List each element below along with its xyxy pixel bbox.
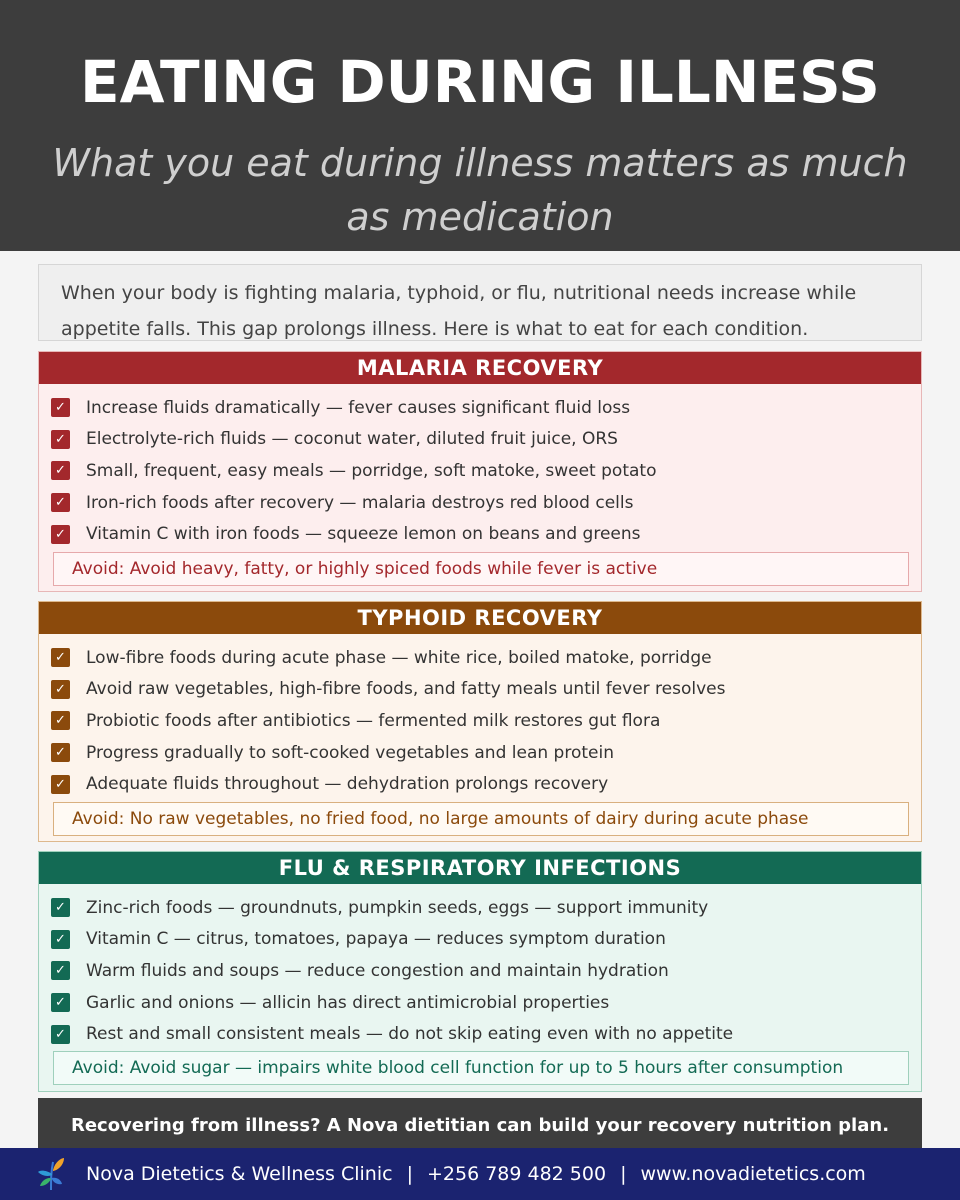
list-item: ✓ Electrolyte-rich fluids — coconut water… — [51, 424, 921, 456]
checkmark-icon: ✓ — [51, 1024, 70, 1044]
section-title: FLU & RESPIRATORY INFECTIONS — [39, 852, 921, 884]
item-text: Zinc-rich foods — groundnuts, pumpkin se… — [86, 897, 709, 918]
tips-list: ✓ Zinc-rich foods — groundnuts, pumpkin s… — [39, 884, 921, 1050]
tips-list: ✓ Low-fibre foods during acute phase — wh… — [39, 634, 921, 800]
list-item: ✓ Increase fluids dramatically — fever ca… — [51, 392, 921, 424]
checkmark-icon: ✓ — [51, 993, 70, 1013]
page-title: EATING DURING ILLNESS — [80, 48, 880, 116]
checkmark-icon: ✓ — [51, 461, 70, 481]
list-item: ✓ Small, frequent, easy meals — porridge,… — [51, 455, 921, 487]
checkmark-icon: ✓ — [51, 524, 70, 544]
section-title: MALARIA RECOVERY — [39, 352, 921, 384]
clinic-phone[interactable]: +256 789 482 500 — [426, 1163, 607, 1185]
section-malaria: MALARIA RECOVERY ✓ Increase fluids dramat… — [38, 351, 922, 592]
checkmark-icon: ✓ — [51, 398, 70, 418]
tips-list: ✓ Increase fluids dramatically — fever ca… — [39, 384, 921, 550]
footer-bar: Nova Dietetics & Wellness Clinic | +256 … — [0, 1148, 960, 1200]
checkmark-icon: ✓ — [51, 774, 70, 794]
avoid-note: Avoid: Avoid heavy, fatty, or highly spi… — [53, 552, 909, 586]
item-text: Vitamin C — citrus, tomatoes, papaya — r… — [86, 929, 666, 950]
avoid-note: Avoid: No raw vegetables, no fried food,… — [53, 802, 909, 836]
list-item: ✓ Rest and small consistent meals — do no… — [51, 1018, 921, 1050]
checkmark-icon: ✓ — [51, 929, 70, 949]
clinic-website[interactable]: www.novadietetics.com — [640, 1163, 866, 1185]
checkmark-icon: ✓ — [51, 679, 70, 699]
list-item: ✓ Garlic and onions — allicin has direct … — [51, 987, 921, 1019]
list-item: ✓ Zinc-rich foods — groundnuts, pumpkin s… — [51, 892, 921, 924]
checkmark-icon: ✓ — [51, 961, 70, 981]
item-text: Increase fluids dramatically — fever cau… — [86, 397, 631, 418]
clinic-name: Nova Dietetics & Wellness Clinic — [86, 1163, 393, 1185]
item-text: Vitamin C with iron foods — squeeze lemo… — [86, 524, 641, 545]
list-item: ✓ Adequate fluids throughout — dehydratio… — [51, 768, 921, 800]
list-item: ✓ Vitamin C — citrus, tomatoes, papaya — … — [51, 924, 921, 956]
item-text: Garlic and onions — allicin has direct a… — [86, 992, 610, 1013]
call-to-action: Recovering from illness? A Nova dietitia… — [38, 1098, 922, 1148]
item-text: Avoid raw vegetables, high-fibre foods, … — [86, 679, 726, 700]
leaf-logo-icon — [38, 1158, 64, 1191]
footer-separator: | — [620, 1163, 627, 1185]
intro-text: When your body is fighting malaria, typh… — [38, 264, 922, 341]
section-typhoid: TYPHOID RECOVERY ✓ Low-fibre foods during… — [38, 601, 922, 842]
list-item: ✓ Probiotic foods after antibiotics — fer… — [51, 705, 921, 737]
item-text: Adequate fluids throughout — dehydration… — [86, 774, 609, 795]
item-text: Rest and small consistent meals — do not… — [86, 1024, 734, 1045]
section-title: TYPHOID RECOVERY — [39, 602, 921, 634]
avoid-note: Avoid: Avoid sugar — impairs white blood… — [53, 1051, 909, 1085]
checkmark-icon: ✓ — [51, 711, 70, 731]
checkmark-icon: ✓ — [51, 898, 70, 918]
item-text: Small, frequent, easy meals — porridge, … — [86, 460, 657, 481]
checkmark-icon: ✓ — [51, 648, 70, 668]
list-item: ✓ Warm fluids and soups — reduce congesti… — [51, 955, 921, 987]
item-text: Probiotic foods after antibiotics — ferm… — [86, 710, 661, 731]
list-item: ✓ Progress gradually to soft-cooked veget… — [51, 737, 921, 769]
list-item: ✓ Avoid raw vegetables, high-fibre foods,… — [51, 674, 921, 706]
list-item: ✓ Low-fibre foods during acute phase — wh… — [51, 642, 921, 674]
item-text: Progress gradually to soft-cooked vegeta… — [86, 742, 614, 763]
section-flu: FLU & RESPIRATORY INFECTIONS ✓ Zinc-rich … — [38, 851, 922, 1092]
item-text: Iron-rich foods after recovery — malaria… — [86, 492, 634, 513]
header-banner: EATING DURING ILLNESS What you eat durin… — [0, 0, 960, 251]
list-item: ✓ Iron-rich foods after recovery — malari… — [51, 487, 921, 519]
item-text: Warm fluids and soups — reduce congestio… — [86, 960, 669, 981]
item-text: Low-fibre foods during acute phase — whi… — [86, 647, 712, 668]
page-subtitle: What you eat during illness matters as m… — [52, 141, 908, 239]
list-item: ✓ Vitamin C with iron foods — squeeze lem… — [51, 518, 921, 550]
footer-separator: | — [406, 1163, 413, 1185]
item-text: Electrolyte-rich fluids — coconut water,… — [86, 429, 618, 450]
checkmark-icon: ✓ — [51, 743, 70, 763]
checkmark-icon: ✓ — [51, 493, 70, 513]
checkmark-icon: ✓ — [51, 429, 70, 449]
